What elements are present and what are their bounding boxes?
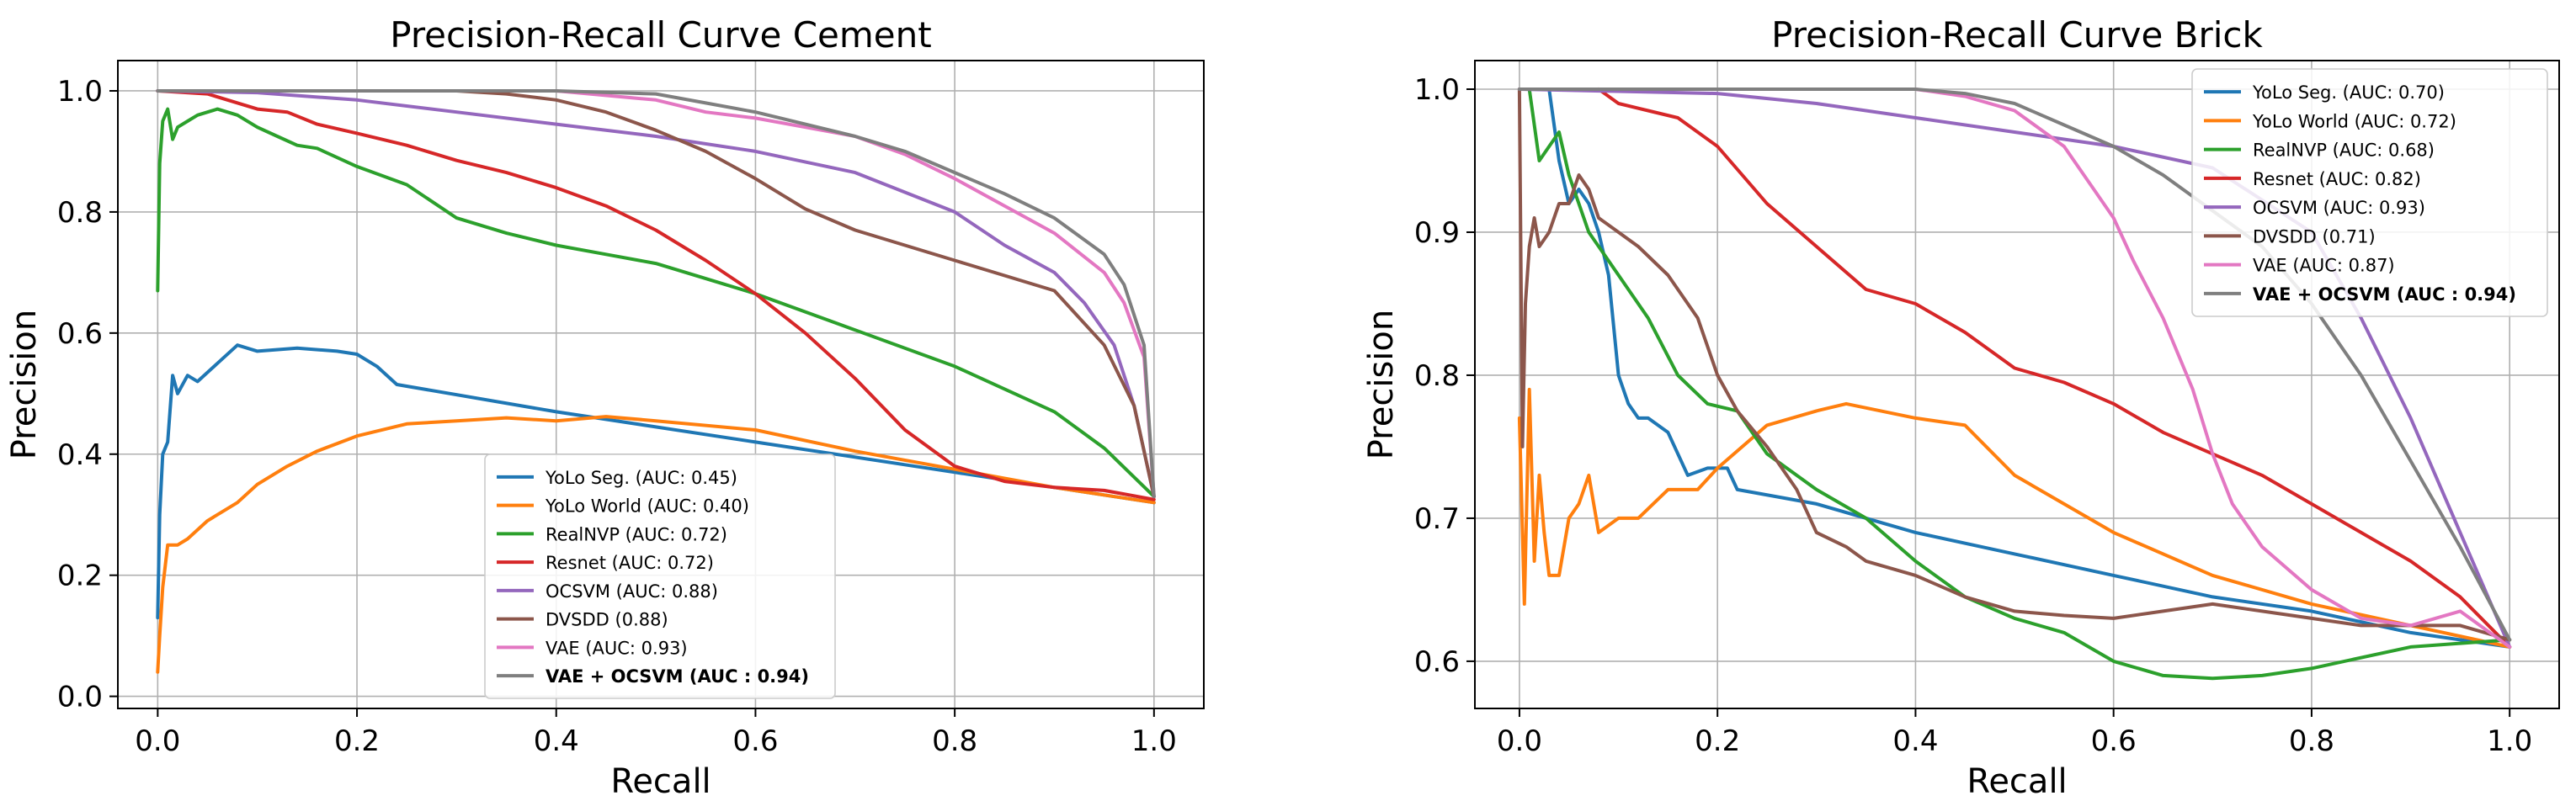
x-tick-label: 0.8 [932,724,977,758]
series-line-7 [1517,88,2512,642]
y-tick-label: 0.6 [57,317,103,351]
legend-label: Resnet (AUC: 0.82) [2253,169,2421,189]
legend-label: YoLo Seg. (AUC: 0.70) [2252,82,2445,103]
x-tick-label: 0.6 [732,724,778,758]
y-tick-label: 1.0 [1414,73,1460,107]
x-tick-label: 0.4 [534,724,579,758]
chart-title: Precision-Recall Curve Brick [1771,14,2263,56]
series-line-6 [1517,88,2512,649]
x-tick-label: 0.0 [1497,724,1542,758]
series-group [156,89,1156,674]
chart-title: Precision-Recall Curve Cement [390,14,931,56]
x-tick-label: 1.0 [2487,724,2532,758]
legend-label: OCSVM (AUC: 0.93) [2253,198,2425,218]
legend-label: YoLo World (AUC: 0.40) [545,496,749,517]
legend: YoLo Seg. (AUC: 0.70) YoLo World (AUC: 0.… [2191,68,2548,317]
legend-label: DVSDD (0.88) [546,610,668,630]
y-tick-label: 0.9 [1414,216,1460,250]
series-line-1 [156,415,1156,674]
x-tick-label: 0.2 [334,724,380,758]
x-tick-label: 1.0 [1131,724,1177,758]
plot-frame [1474,60,2560,709]
series-line-5 [156,89,1156,499]
y-tick-label: 0.8 [1414,359,1460,393]
series-line-1 [1517,387,2512,649]
legend-label: OCSVM (AUC: 0.88) [546,581,718,602]
y-tick-label: 0.7 [1414,502,1460,536]
y-axis-label: Precision [5,310,44,459]
x-axis-label: Recall [1967,762,2067,801]
series-line-7 [156,89,1156,499]
series-line-5 [1517,88,2512,642]
series-line-6 [156,89,1156,499]
legend-box [484,454,836,699]
legend-label: RealNVP (AUC: 0.68) [2253,141,2435,161]
series-line-2 [1517,88,2512,681]
legend-label: VAE (AUC: 0.93) [546,638,688,658]
legend-label: YoLo Seg. (AUC: 0.45) [545,468,737,488]
series-line-4 [1517,88,2512,649]
y-tick-label: 0.0 [57,681,103,714]
y-axis-label: Precision [1362,310,1401,459]
chart-panel-0: 0.0 0.2 0.4 0.6 0.8 1.0 0.0 0.2 0.4 0.6 0.8 1.0 Prec… [5,14,1205,801]
series-line-3 [156,89,1156,501]
legend-label: YoLo World (AUC: 0.72) [2252,111,2456,131]
y-tick-label: 0.8 [57,196,103,230]
x-tick-label: 0.8 [2289,724,2334,758]
legend-label: VAE + OCSVM (AUC : 0.94) [2253,284,2516,305]
legend-box [2191,68,2548,317]
legend-label: VAE + OCSVM (AUC : 0.94) [546,666,809,687]
x-tick-label: 0.2 [1695,724,1740,758]
chart-panel-1: 0.0 0.2 0.4 0.6 0.8 1.0 0.6 0.7 0.8 0.9 1.0 Precisi… [1362,14,2560,801]
legend-label: RealNVP (AUC: 0.72) [546,524,727,544]
legend-label: DVSDD (0.71) [2253,226,2376,247]
plot-frame [117,60,1205,709]
series-line-2 [156,107,1156,499]
y-tick-label: 0.2 [57,560,103,593]
series-line-4 [156,89,1156,499]
y-tick-label: 0.6 [1414,645,1460,679]
y-tick-label: 0.4 [57,438,103,472]
legend-label: VAE (AUC: 0.87) [2253,256,2395,276]
legend-label: Resnet (AUC: 0.72) [546,553,714,573]
x-tick-label: 0.4 [1892,724,1938,758]
legend: YoLo Seg. (AUC: 0.45) YoLo World (AUC: 0.… [484,454,836,699]
series-line-3 [1597,88,2512,649]
x-tick-label: 0.6 [2091,724,2137,758]
series-group [1517,88,2512,681]
y-tick-label: 1.0 [57,75,103,109]
x-axis-label: Recall [610,762,711,801]
x-tick-label: 0.0 [135,724,180,758]
series-line-0 [156,343,1156,620]
